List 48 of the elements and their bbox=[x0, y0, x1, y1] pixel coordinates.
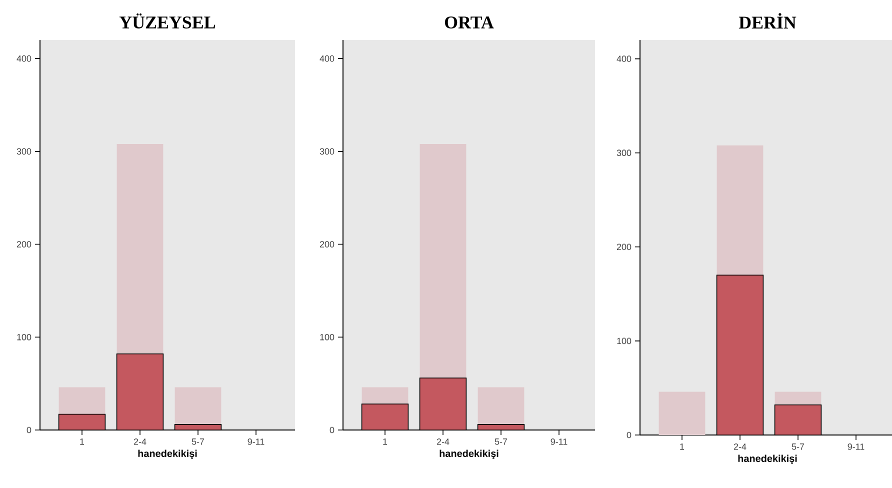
x-tick-label: 9-11 bbox=[848, 444, 864, 450]
chart-title: ORTA bbox=[444, 16, 494, 28]
y-tick-label: 300 bbox=[320, 148, 334, 155]
bar bbox=[58, 387, 106, 414]
x-axis-title: hanedekikişi bbox=[738, 454, 797, 464]
bar bbox=[116, 353, 164, 430]
y-tick-label: 200 bbox=[320, 241, 334, 248]
y-tick-label: 0 bbox=[26, 426, 32, 434]
x-tick-label: 9-11 bbox=[248, 438, 264, 445]
y-tick-label: 0 bbox=[330, 426, 334, 434]
x-tick-label: 1 bbox=[383, 438, 388, 445]
x-tick-label: 5-7 bbox=[792, 444, 804, 450]
y-tick-label: 100 bbox=[17, 334, 32, 340]
bar bbox=[774, 392, 822, 405]
y-tick-label: 400 bbox=[16, 55, 32, 62]
y-tick-label: 0 bbox=[626, 432, 632, 438]
x-axis-title: hanedekikişi bbox=[440, 450, 498, 459]
chart-title: YÜZEYSEL bbox=[119, 13, 216, 28]
bar bbox=[658, 392, 706, 435]
x-tick-label: 5-7 bbox=[192, 438, 204, 445]
bar bbox=[478, 387, 524, 424]
y-tick-label: 100 bbox=[320, 334, 334, 340]
y-tick-label: 400 bbox=[320, 55, 334, 62]
bar bbox=[420, 144, 466, 378]
x-tick-label: 2-4 bbox=[436, 438, 450, 445]
y-tick-label: 100 bbox=[617, 338, 632, 344]
x-tick-label: 2-4 bbox=[134, 438, 146, 445]
bar bbox=[774, 404, 822, 435]
y-tick-label: 200 bbox=[616, 244, 632, 250]
x-tick-label: 5-7 bbox=[494, 438, 508, 445]
chart-title: DERİN bbox=[738, 13, 796, 28]
y-tick-label: 400 bbox=[616, 56, 632, 62]
x-tick-label: 9-11 bbox=[550, 438, 568, 445]
bar bbox=[361, 404, 409, 430]
bar bbox=[58, 414, 106, 430]
bar bbox=[716, 145, 764, 276]
y-tick-label: 300 bbox=[616, 150, 632, 156]
bar bbox=[362, 387, 408, 404]
bar bbox=[174, 387, 222, 424]
bar bbox=[716, 274, 764, 435]
x-tick-label: 1 bbox=[80, 438, 84, 445]
bar bbox=[116, 144, 164, 354]
y-tick-label: 300 bbox=[16, 148, 32, 155]
bar bbox=[419, 378, 467, 430]
x-tick-label: 1 bbox=[680, 444, 684, 450]
y-tick-label: 200 bbox=[16, 241, 32, 248]
x-tick-label: 2-4 bbox=[734, 444, 746, 450]
x-axis-title: hanedekikişi bbox=[138, 450, 197, 459]
